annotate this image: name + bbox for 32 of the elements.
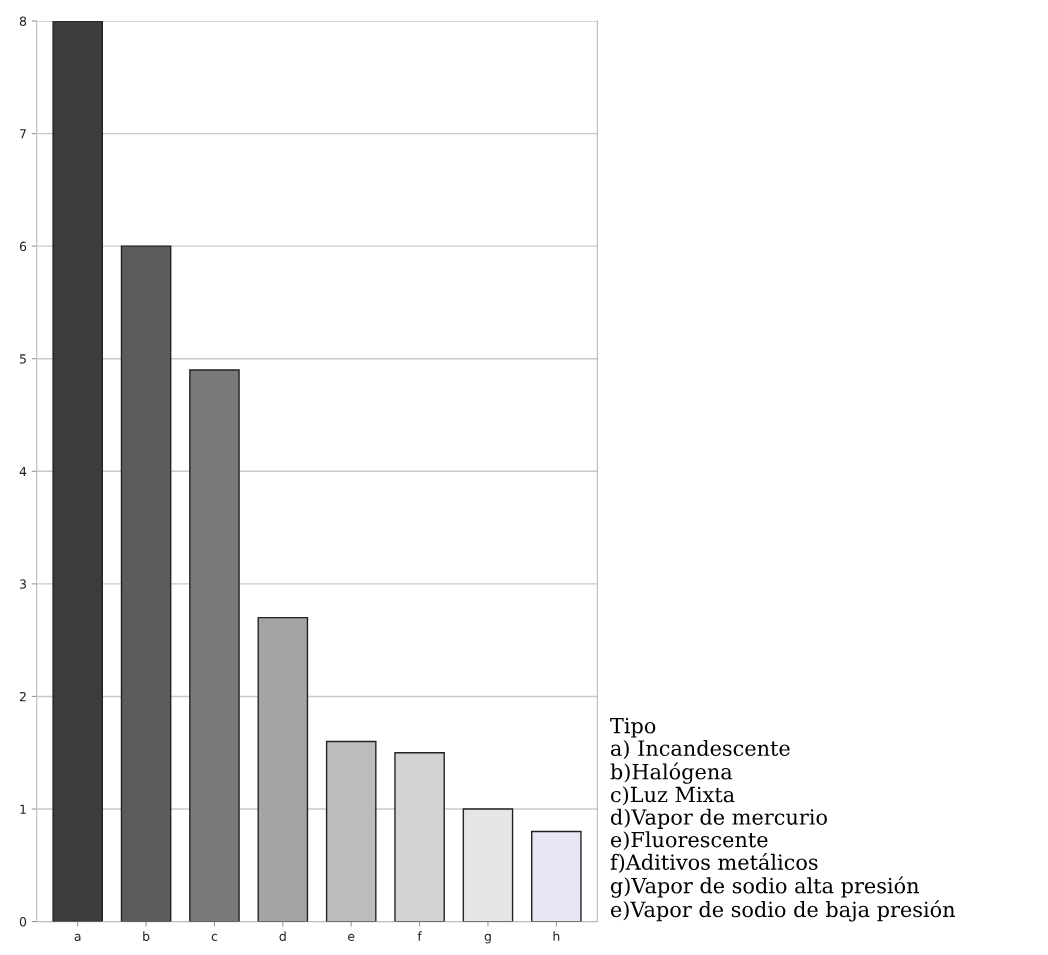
- x-tick-label: a: [74, 933, 81, 941]
- bar: [462, 808, 514, 922]
- x-tick-label: f: [417, 931, 423, 941]
- y-tick-label: 0: [19, 917, 27, 927]
- text: Tipo: [610, 717, 656, 738]
- text: e)Vapor de sodio de baja presión: [610, 900, 956, 922]
- text: f)Aditivos metálicos: [610, 853, 818, 873]
- y-tick-label: 6: [19, 241, 27, 252]
- y-tick-label: 4: [19, 466, 27, 477]
- bar: [189, 369, 240, 922]
- text: b)Halógena: [610, 762, 733, 784]
- bar: [257, 616, 309, 922]
- y-tick-label: 3: [19, 579, 26, 589]
- x-tick-label: c: [211, 933, 218, 941]
- x-tick-label: h: [553, 931, 560, 941]
- y-tick-label: 5: [19, 354, 26, 364]
- text: c)Luz Mixta: [610, 786, 735, 806]
- x-tick-label: e: [348, 933, 355, 941]
- x-tick-label: d: [279, 931, 286, 941]
- y-tick-label: 7: [20, 129, 26, 139]
- bar: [52, 21, 104, 922]
- text: a) Incandescente: [610, 739, 790, 759]
- bar: [531, 830, 582, 922]
- text: d)Vapor de mercurio: [610, 808, 827, 829]
- bar: [120, 245, 172, 922]
- y-tick-label: 2: [19, 691, 26, 702]
- y-tick-label: 8: [19, 16, 27, 26]
- y-tick-label: 1: [20, 804, 26, 814]
- x-tick-label: b: [143, 931, 150, 941]
- text: g)Vapor de sodio alta presión: [610, 876, 919, 898]
- x-tick-label: g: [484, 933, 491, 944]
- text: e)Fluorescente: [610, 831, 768, 851]
